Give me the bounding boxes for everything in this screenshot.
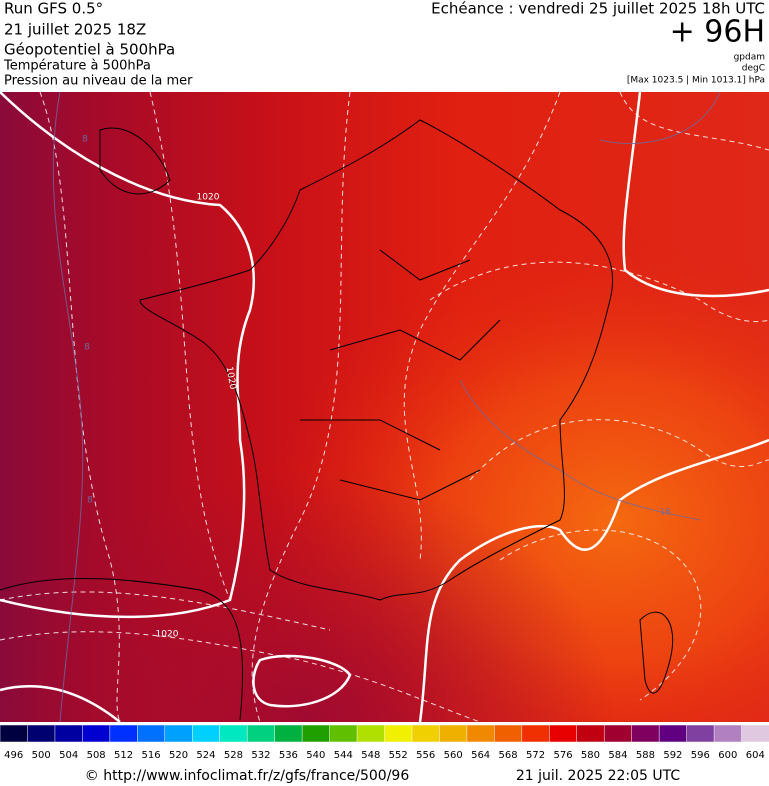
colorbar-swatch (137, 724, 166, 743)
colorbar-label: 580 (581, 750, 600, 761)
colorbar-swatch (0, 724, 29, 743)
colorbar-swatch (494, 724, 523, 743)
valid-time: Echéance : vendredi 25 juillet 2025 18h … (431, 0, 765, 18)
colorbar-swatch (192, 724, 221, 743)
colorbar-swatch (631, 724, 660, 743)
colorbar-swatch (741, 724, 769, 743)
colorbar-label: 548 (361, 750, 380, 761)
run: Run GFS 0.5° (4, 0, 103, 18)
colorbar-label: 584 (608, 750, 627, 761)
contour-label: 16 (659, 508, 671, 518)
colorbar-swatch (219, 724, 248, 743)
colorbar-label: 500 (32, 750, 51, 761)
lead-time: + 96H (670, 15, 765, 50)
run-date: 21 juillet 2025 18Z (4, 21, 146, 39)
colorbar-swatch (384, 724, 413, 743)
timestamp: 21 juil. 2025 22:05 UTC (516, 768, 681, 784)
colorbar-label: 572 (526, 750, 545, 761)
colorbar-swatch (329, 724, 358, 743)
colorbar-swatch (713, 724, 743, 743)
colorbar-label: 596 (691, 750, 710, 761)
colorbar-swatch (164, 724, 194, 743)
colorbar-label: 604 (746, 750, 765, 761)
pressure-range: [Max 1023.5 | Min 1013.1] hPa (627, 76, 765, 86)
colorbar-label: 504 (59, 750, 78, 761)
colorbar-label: 512 (114, 750, 133, 761)
colorbar-label: 532 (251, 750, 270, 761)
map (0, 92, 769, 722)
colorbar-label: 576 (553, 750, 572, 761)
contour-label: 8 (84, 343, 90, 353)
field: Pression au niveau de la mer (4, 74, 193, 89)
colorbar-swatch (27, 724, 56, 743)
contour-label: 1020 (197, 193, 220, 203)
colorbar-swatch (549, 724, 578, 743)
colorbar-label: 516 (142, 750, 161, 761)
colorbar-label: 556 (416, 750, 435, 761)
source-url: © http://www.infoclimat.fr/z/gfs/france/… (85, 768, 410, 784)
colorbar-swatch (82, 724, 111, 743)
colorbar-label: 552 (389, 750, 408, 761)
colorbar-label: 600 (718, 750, 737, 761)
colorbar-label: 564 (471, 750, 490, 761)
colorbar-swatch (109, 724, 139, 743)
colorbar-swatch (658, 724, 688, 743)
field: Température à 500hPa (3, 59, 151, 74)
colorbar-swatch (274, 724, 303, 743)
contour-label: 8 (82, 135, 88, 145)
contour-label: 1020 (156, 630, 179, 640)
colorbar-swatch (301, 724, 331, 743)
colorbar-swatch (54, 724, 84, 743)
colorbar-swatch (439, 724, 468, 743)
colorbar-swatch (686, 724, 715, 743)
colorbar-swatch (246, 724, 276, 743)
unit: degC (742, 64, 765, 74)
colorbar-swatch (576, 724, 605, 743)
colorbar-label: 544 (334, 750, 353, 761)
colorbar-label: 524 (196, 750, 215, 761)
colorbar-label: 560 (444, 750, 463, 761)
contour-label: 1020 (224, 366, 238, 391)
colorbar-label: 568 (499, 750, 518, 761)
contour-label: 8 (87, 496, 93, 506)
colorbar-swatch (466, 724, 496, 743)
colorbar-label: 588 (636, 750, 655, 761)
colorbar-label: 592 (663, 750, 682, 761)
field: Géopotentiel à 500hPa (4, 41, 175, 59)
colorbar-label: 528 (224, 750, 243, 761)
colorbar-swatch (356, 724, 386, 743)
colorbar-label: 508 (87, 750, 106, 761)
colorbar-label: 540 (306, 750, 325, 761)
colorbar-swatch (603, 724, 633, 743)
colorbar-label: 536 (279, 750, 298, 761)
unit: gpdam (734, 53, 765, 63)
colorbar-label: 520 (169, 750, 188, 761)
colorbar-swatch (521, 724, 551, 743)
colorbar-swatch (411, 724, 441, 743)
colorbar-label: 496 (4, 750, 23, 761)
